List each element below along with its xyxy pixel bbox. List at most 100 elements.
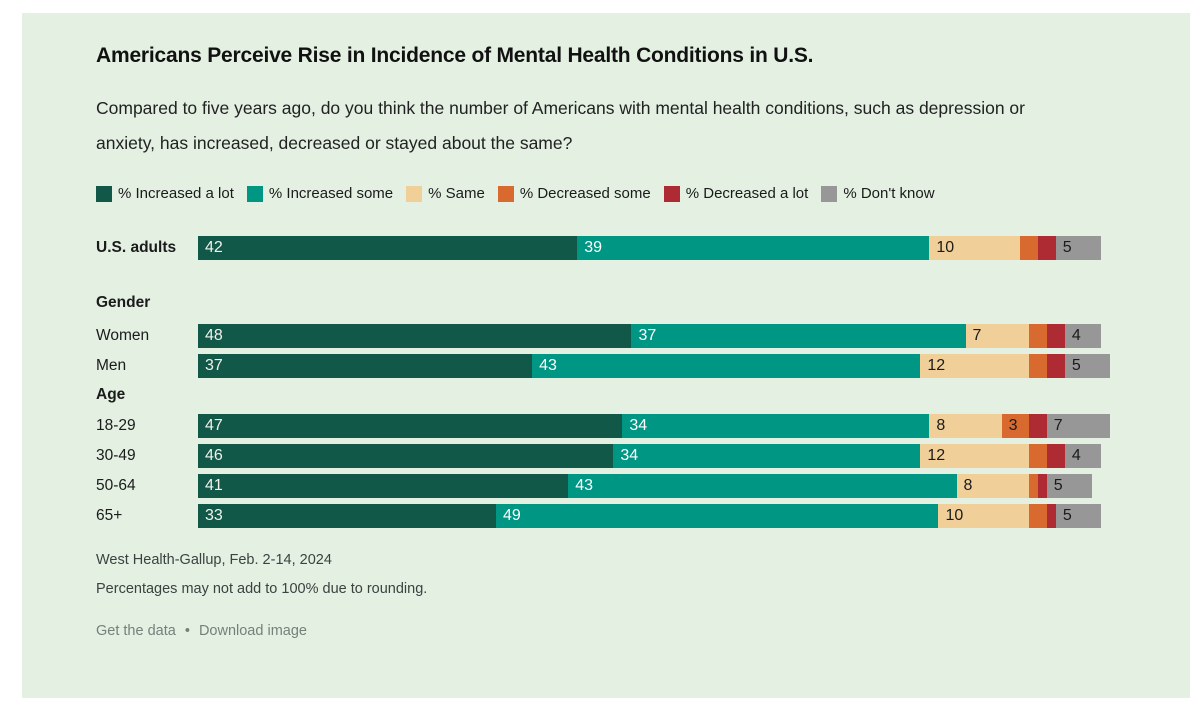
bar-value-label: 10	[936, 239, 955, 256]
row-label: 18-29	[96, 417, 136, 434]
bar-value-label: 48	[205, 327, 223, 344]
bar-segment	[1028, 474, 1038, 498]
footnote-rounding: Percentages may not add to 100% due to r…	[96, 581, 428, 597]
legend-swatch-icon	[497, 185, 514, 202]
bar-row: U.S. adults 42 39 10 5	[96, 236, 1134, 260]
bar-value-label: 7	[972, 327, 982, 344]
bar-value-label: 49	[502, 507, 521, 524]
bar-value-label: 4	[1071, 447, 1081, 464]
bar-segment: 41	[198, 474, 569, 498]
bar-value-label: 42	[205, 239, 223, 256]
bar-row: Women 48 37 7 4	[96, 324, 1134, 348]
link-separator: •	[184, 623, 190, 639]
bar-row: 30-49 46 34 12 4	[96, 444, 1134, 468]
legend-swatch-icon	[663, 185, 680, 202]
bar-segment	[1046, 444, 1065, 468]
bar-segment: 8	[929, 414, 1002, 438]
bar-value-label: 37	[638, 327, 657, 344]
bar-segment: 10	[929, 236, 1020, 260]
legend-label: % Decreased a lot	[685, 185, 809, 202]
bar-segment	[1046, 354, 1065, 378]
bar-value-label: 34	[629, 417, 648, 434]
survey-question-text: Compared to five years ago, do you think…	[96, 98, 1025, 153]
bar-segment	[1028, 444, 1047, 468]
bar-segment: 34	[613, 444, 921, 468]
chart-card: Americans Perceive Rise in Incidence of …	[22, 13, 1190, 698]
bar-row: 65+ 33 49 10 5	[96, 504, 1134, 528]
bar-value-label: 39	[584, 239, 603, 256]
bar-segment: 43	[532, 354, 921, 378]
legend-item: % Same	[406, 185, 485, 202]
legend-item: % Increased some	[246, 185, 394, 202]
section-header-gender: Gender	[96, 294, 151, 311]
bar-segment	[1037, 236, 1056, 260]
bar-segment	[1028, 504, 1047, 528]
bar-value-label: 34	[620, 447, 639, 464]
footer-links: Get the data • Download image	[96, 623, 1134, 639]
bar-segment: 42	[198, 236, 578, 260]
bar-segment	[1028, 324, 1047, 348]
row-label: 30-49	[96, 447, 136, 464]
row-label: U.S. adults	[96, 239, 177, 256]
bar-segment: 5	[1064, 354, 1110, 378]
bar-segment: 37	[631, 324, 966, 348]
legend-label: % Decreased some	[519, 185, 651, 202]
bar-segment	[1037, 474, 1047, 498]
row-label: 50-64	[96, 477, 136, 494]
bar-value-label: 4	[1071, 327, 1081, 344]
bar-row: Men 37 43 12 5	[96, 354, 1134, 378]
bar-segment: 10	[938, 504, 1029, 528]
legend-label: % Same	[428, 185, 485, 202]
chart-content: Americans Perceive Rise in Incidence of …	[22, 13, 1190, 639]
bar-value-label: 41	[205, 477, 223, 494]
legend-swatch-icon	[406, 185, 423, 202]
bar-value-label: 37	[205, 357, 223, 374]
bar-row: 18-29 47 34 8 3 7	[96, 414, 1134, 438]
bar-value-label: 47	[205, 417, 223, 434]
bar-segment	[1046, 324, 1065, 348]
bar-segment: 46	[198, 444, 614, 468]
bar-segment: 34	[622, 414, 930, 438]
legend-swatch-icon	[821, 185, 838, 202]
bar-value-label: 33	[205, 507, 223, 524]
bar-segment	[1028, 414, 1047, 438]
footnote-source: West Health-Gallup, Feb. 2-14, 2024	[96, 552, 332, 568]
bar-segment: 43	[568, 474, 957, 498]
bar-segment	[1028, 354, 1047, 378]
download-image-link[interactable]: Download image	[198, 623, 307, 639]
row-label: Men	[96, 357, 127, 374]
bar-segment: 12	[920, 444, 1029, 468]
bar-segment: 5	[1055, 504, 1101, 528]
stacked-bar: 48 37 7 4	[198, 324, 1101, 348]
legend-label: % Don't know	[843, 185, 935, 202]
bar-value-label: 43	[539, 357, 557, 374]
row-label: 65+	[96, 507, 123, 524]
legend-label: % Increased some	[268, 185, 394, 202]
bar-segment: 4	[1064, 324, 1101, 348]
bar-segment	[1046, 504, 1056, 528]
bar-chart: U.S. adults 42 39 10 5 Gender Women 48 37 7 4 Men 37…	[96, 236, 1134, 528]
bar-segment: 3	[1001, 414, 1029, 438]
bar-value-label: 5	[1071, 357, 1081, 374]
bar-segment: 33	[198, 504, 496, 528]
bar-segment: 12	[920, 354, 1029, 378]
bar-value-label: 5	[1062, 239, 1072, 256]
bar-value-label: 7	[1053, 417, 1063, 434]
legend-item: % Decreased a lot	[663, 185, 809, 202]
stacked-bar: 42 39 10 5	[198, 236, 1101, 260]
bar-segment: 7	[1046, 414, 1110, 438]
bar-value-label: 43	[575, 477, 594, 494]
legend-item: % Don't know	[821, 185, 935, 202]
legend: % Increased a lot % Increased some % Same%…	[96, 185, 1134, 202]
stacked-bar: 47 34 8 3 7	[198, 414, 1110, 438]
legend-label: % Increased a lot	[118, 185, 234, 202]
stacked-bar: 37 43 12 5	[198, 354, 1110, 378]
bar-value-label: 5	[1053, 477, 1063, 494]
bar-segment: 49	[495, 504, 939, 528]
stacked-bar: 46 34 12 4	[198, 444, 1101, 468]
get-the-data-link[interactable]: Get the data	[96, 623, 176, 639]
legend-item: % Increased a lot	[96, 185, 234, 202]
bar-segment: 47	[198, 414, 623, 438]
bar-value-label: 46	[205, 447, 223, 464]
bar-value-label: 8	[963, 477, 973, 494]
